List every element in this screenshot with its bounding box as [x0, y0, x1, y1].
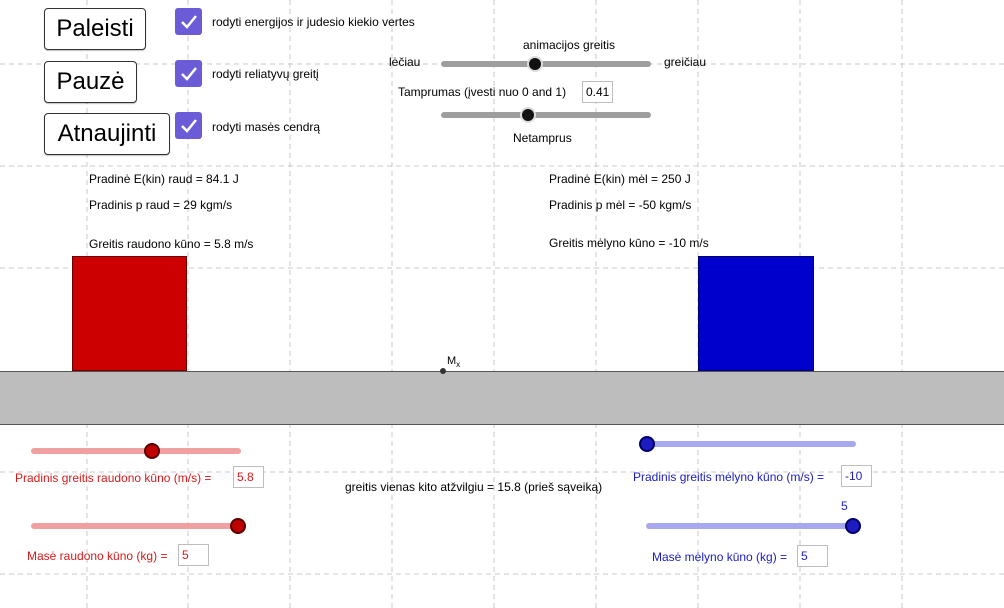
animation-faster-label: greičiau [664, 55, 707, 69]
red-speed: Greitis raudono kūno = 5.8 m/s [89, 237, 254, 251]
elasticity-below-label: Netamprus [513, 131, 572, 145]
red-body [72, 256, 187, 371]
elasticity-slider-knob[interactable] [520, 107, 536, 123]
elasticity-slider-track[interactable] [441, 112, 651, 118]
red-speed-slider-knob[interactable] [144, 443, 160, 459]
pause-button[interactable]: Pauzė [44, 61, 137, 103]
center-of-mass-checkbox-label: rodyti masės cendrą [212, 120, 321, 134]
red-speed-input[interactable]: 5.8 [233, 466, 264, 488]
animation-speed-title: animacijos greitis [523, 38, 616, 52]
energy-checkbox[interactable] [175, 8, 202, 35]
blue-initial-momentum: Pradinis p mėl = -50 kgm/s [549, 198, 692, 212]
center-of-mass-point [440, 368, 446, 374]
blue-initial-energy: Pradinė E(kin) mėl = 250 J [549, 172, 691, 186]
checkmark-icon [180, 66, 197, 81]
blue-mass-slider-caption: 5 [841, 499, 848, 513]
blue-mass-slider-track[interactable] [646, 523, 856, 529]
reset-button[interactable]: Atnaujinti [44, 113, 170, 155]
blue-speed-slider-track[interactable] [646, 441, 856, 447]
relative-speed-checkbox[interactable] [175, 60, 202, 87]
red-mass-slider-knob[interactable] [230, 518, 246, 534]
blue-mass-slider-knob[interactable] [845, 518, 861, 534]
red-mass-slider-track[interactable] [31, 523, 241, 529]
animation-slower-label: lėčiau [389, 55, 421, 69]
checkmark-icon [180, 118, 197, 133]
red-mass-label: Masė raudono kūno (kg) = [27, 549, 168, 563]
red-mass-input[interactable]: 5 [178, 544, 209, 566]
animation-speed-slider-knob[interactable] [527, 56, 543, 72]
red-initial-energy: Pradinė E(kin) raud = 84.1 J [89, 172, 239, 186]
animation-speed-slider-track[interactable] [441, 61, 651, 67]
blue-speed: Greitis mėlyno kūno = -10 m/s [549, 236, 709, 250]
energy-checkbox-label: rodyti energijos ir judesio kiekio verte… [212, 15, 415, 29]
center-of-mass-checkbox[interactable] [175, 112, 202, 139]
relative-speed-checkbox-label: rodyti reliatyvų greitį [212, 67, 319, 81]
red-initial-momentum: Pradinis p raud = 29 kgm/s [89, 198, 233, 212]
blue-mass-input[interactable]: 5 [797, 545, 828, 567]
red-speed-slider-track[interactable] [31, 448, 241, 454]
blue-speed-slider-knob[interactable] [639, 436, 655, 452]
play-button[interactable]: Paleisti [44, 8, 146, 50]
checkmark-icon [180, 14, 197, 29]
center-of-mass-label: Mx [447, 355, 461, 370]
floor [0, 371, 1004, 425]
relative-speed-text: greitis vienas kito atžvilgiu = 15.8 (pr… [345, 480, 603, 494]
blue-speed-input[interactable]: -10 [841, 465, 872, 487]
blue-mass-label: Masė mėlyno kūno (kg) = [652, 550, 788, 564]
blue-speed-label: Pradinis greitis mėlyno kūno (m/s) = [633, 470, 825, 484]
elasticity-input[interactable]: 0.41 [582, 81, 613, 103]
blue-body [698, 256, 814, 371]
elasticity-label: Tamprumas (įvesti nuo 0 and 1) [398, 85, 567, 99]
red-speed-label: Pradinis greitis raudono kūno (m/s) = [15, 471, 212, 485]
